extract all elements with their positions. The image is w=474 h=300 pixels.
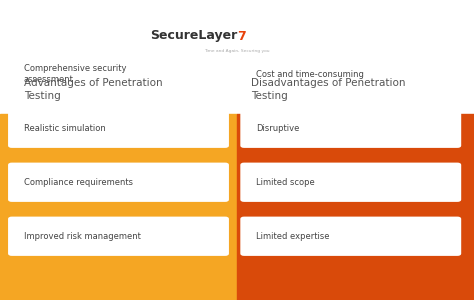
Bar (0, 114, 237, 300)
FancyBboxPatch shape (8, 163, 229, 202)
Text: Advantages of Penetration
Testing: Advantages of Penetration Testing (24, 78, 162, 101)
Text: Compliance requirements: Compliance requirements (24, 178, 133, 187)
Text: Limited scope: Limited scope (256, 178, 315, 187)
Text: 7: 7 (237, 29, 246, 43)
Text: Time and Again, Securing you: Time and Again, Securing you (204, 49, 270, 53)
Bar (237, 114, 474, 300)
Text: Limited expertise: Limited expertise (256, 232, 329, 241)
FancyBboxPatch shape (240, 217, 461, 256)
FancyBboxPatch shape (240, 55, 461, 94)
Text: Disruptive: Disruptive (256, 124, 300, 133)
Text: Realistic simulation: Realistic simulation (24, 124, 105, 133)
FancyBboxPatch shape (8, 217, 229, 256)
Bar (0, 0, 474, 114)
Text: Improved risk management: Improved risk management (24, 232, 141, 241)
FancyBboxPatch shape (240, 163, 461, 202)
FancyBboxPatch shape (8, 109, 229, 148)
Text: Disadvantages of Penetration
Testing: Disadvantages of Penetration Testing (251, 78, 406, 101)
FancyBboxPatch shape (8, 55, 229, 94)
FancyBboxPatch shape (240, 109, 461, 148)
Text: Cost and time-consuming: Cost and time-consuming (256, 70, 364, 79)
Text: SecureLayer: SecureLayer (150, 29, 237, 43)
Text: Comprehensive security
assessment: Comprehensive security assessment (24, 64, 126, 85)
